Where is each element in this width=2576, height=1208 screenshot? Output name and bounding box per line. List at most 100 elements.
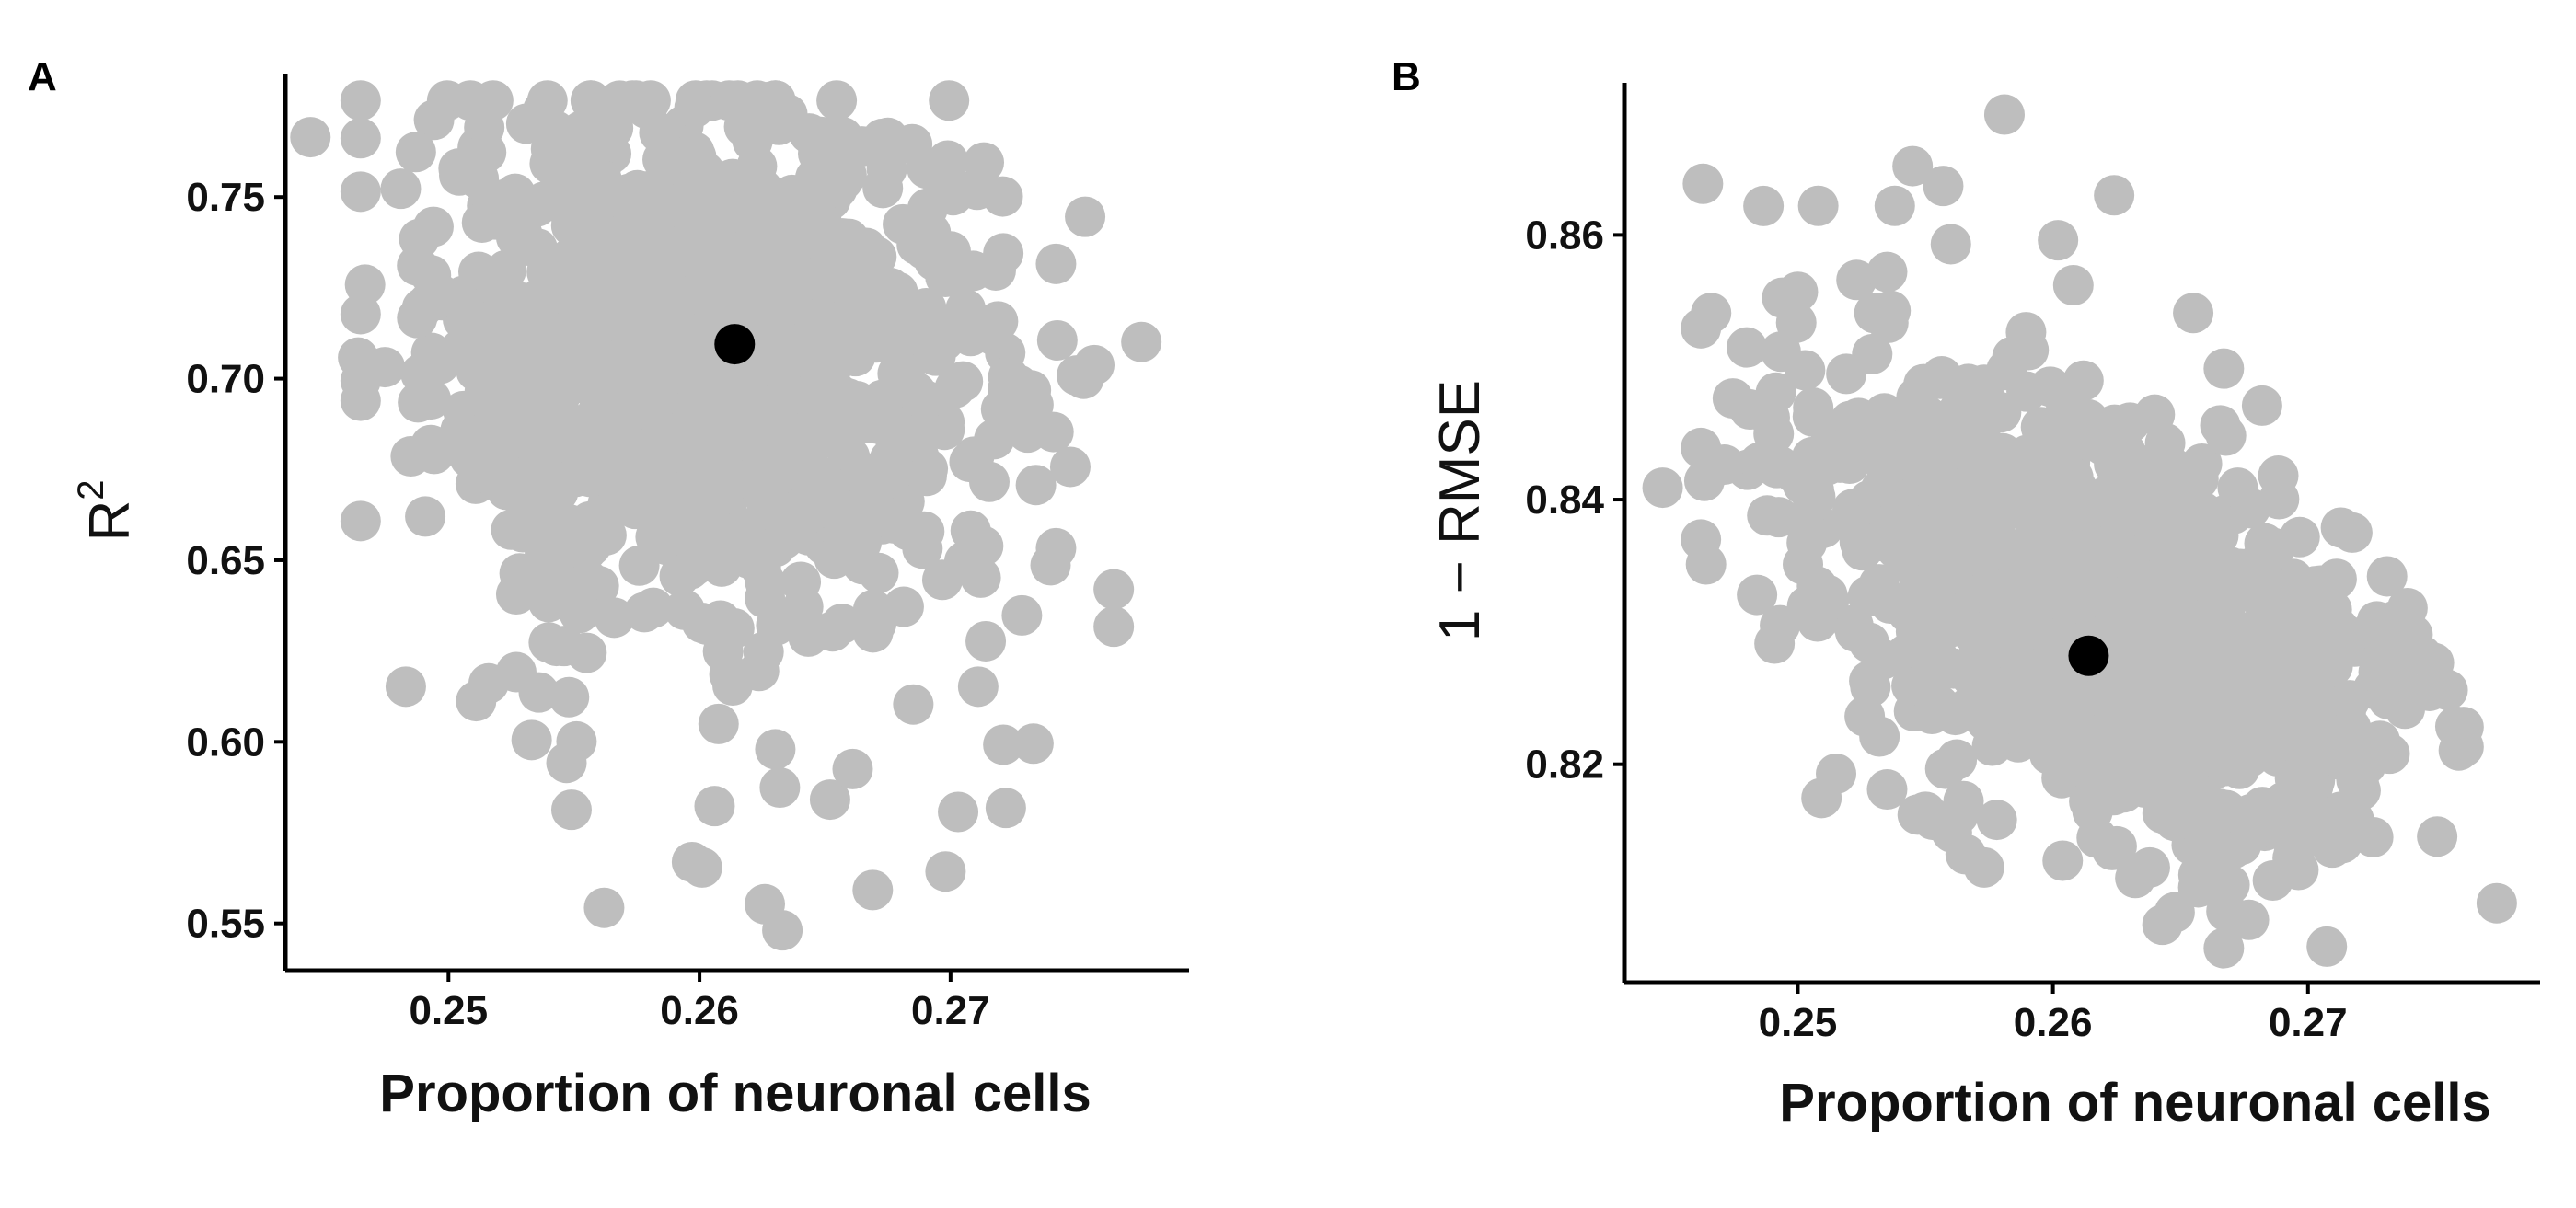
scatter-point [1760,331,1801,373]
scatter-point [459,452,501,493]
scatter-point [2328,729,2369,770]
scatter-point [1727,327,1768,368]
scatter-point [574,367,616,408]
x-axis-title-b: Proportion of neuronal cells [1779,1073,2490,1133]
scatter-point [2217,467,2258,509]
y-axis-title-a-sup: 2 [71,479,111,500]
scatter-point [2203,927,2245,969]
scatter-point [681,846,722,888]
scatter-point [1749,397,1790,438]
scatter-point [2142,904,2183,946]
scatter-point [1836,259,1877,301]
scatter-point [897,299,939,340]
scatter-point [2320,507,2362,548]
scatter-point [762,910,803,951]
scatter-point [1012,723,1054,765]
scatter-point [657,284,699,326]
scatter-point [2029,498,2071,539]
scatter-point [1983,94,2025,135]
scatter-point [546,742,587,784]
scatter-point [290,117,331,158]
scatter-point [1035,243,1077,284]
scatter-point [2112,641,2154,683]
scatter-point [491,509,532,550]
scatter-point [507,419,549,460]
scatter-point [577,270,618,311]
scatter-point [2172,551,2213,592]
scatter-point [2062,360,2104,401]
scatter-point [709,654,750,696]
scatter-point [561,176,603,217]
scatter-point [2135,521,2177,562]
scatter-point [549,676,590,718]
scatter-point [904,511,945,552]
scatter-point [338,337,379,378]
scatter-point [2005,312,2047,353]
scatter-point [2201,830,2242,871]
scatter-point [511,719,552,761]
scatter-point [1983,571,2025,613]
scatter-point [1739,442,1780,483]
scatter-point [380,168,422,210]
scatter-point [822,117,863,158]
panel-b: B 0.25 0.26 0.27 0.82 0.84 0.86 Proportion of… [1392,54,2540,1133]
scatter-point [925,851,966,892]
scatter-point [495,217,537,259]
scatter-point [2052,265,2094,306]
scatter-point [893,684,934,725]
scatter-point [1864,393,1905,434]
scatter-point [537,471,579,512]
scatter-point [1793,481,1834,523]
scatter-point [1797,185,1839,226]
scatter-point [1963,846,2004,888]
scatter-point [1001,594,1043,636]
scatter-point [1896,377,1937,419]
scatter-point [2109,402,2151,443]
scatter-point [2261,573,2303,615]
scatter-point [2073,737,2114,778]
scatter-point [559,592,600,634]
scatter-point [736,171,778,213]
scatter-point [2366,556,2408,597]
scatter-point [1947,363,1989,405]
scatter-point [2333,800,2374,841]
scatter-point [2244,523,2285,564]
scatter-point [684,369,725,410]
x-tick-label: 0.26 [660,988,739,1033]
scatter-point [2017,454,2059,496]
scatter-point [2382,674,2423,716]
scatter-point [1900,665,1941,707]
scatter-point [1982,432,2024,474]
scatter-point [2306,926,2348,967]
y-axis-title-a: R2 [71,479,142,541]
scatter-point [957,666,999,708]
scatter-point [767,94,808,135]
scatter-point [2010,679,2051,720]
scatter-point [2228,899,2270,940]
scatter-point [907,148,948,190]
highlight-point [714,324,756,365]
scatter-point [1816,754,1857,795]
scatter-point [839,248,881,290]
scatter-point [460,414,502,455]
scatter-point [1760,604,1801,646]
scatter-point [883,203,924,245]
scatter-point [523,99,564,141]
scatter-point [2295,811,2337,853]
scatter-point [698,703,739,744]
scatter-point [805,263,847,305]
scatter-point [2272,668,2314,709]
scatter-point [2206,745,2247,787]
scatter-point [531,557,572,598]
scatter-point [580,211,621,252]
scatter-point [2336,759,2377,800]
y-tick-label: 0.75 [186,175,265,220]
scatter-point [2272,837,2314,879]
scatter-point [2206,789,2247,831]
y-tick-label: 0.60 [186,719,265,765]
scatter-point [2107,588,2148,629]
scatter-point [1737,574,1778,616]
scatter-point [1886,634,1927,675]
scatter-point [569,433,610,475]
scatter-point [1947,687,1989,729]
